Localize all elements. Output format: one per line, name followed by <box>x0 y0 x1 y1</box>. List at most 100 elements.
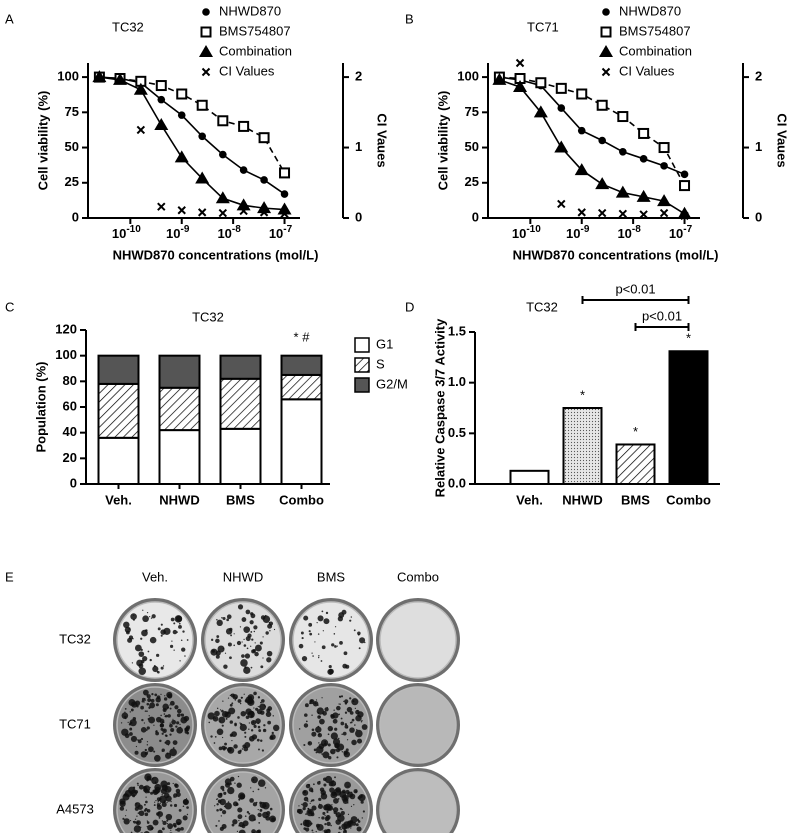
colony <box>136 782 139 785</box>
colony <box>172 782 174 785</box>
tick-base: 10 <box>566 226 580 241</box>
colony <box>321 697 323 699</box>
colony <box>183 715 190 722</box>
colony <box>238 825 240 827</box>
colony <box>216 803 219 806</box>
data-point <box>260 176 268 184</box>
colony <box>317 633 320 635</box>
colony <box>338 703 340 705</box>
data-point <box>557 104 566 112</box>
colony <box>327 743 331 747</box>
colony <box>223 791 227 795</box>
colony <box>349 727 355 733</box>
colony <box>186 813 189 816</box>
colony <box>314 702 317 705</box>
colony <box>163 729 165 731</box>
colony <box>224 778 232 786</box>
data-point <box>639 210 648 219</box>
colony <box>308 622 313 627</box>
colony-dish <box>201 768 285 833</box>
data-point <box>217 115 229 127</box>
colony <box>152 819 159 826</box>
colony <box>258 729 262 732</box>
colony <box>125 815 127 817</box>
colony <box>231 702 234 705</box>
colony <box>124 711 126 713</box>
colony <box>243 638 245 641</box>
colony <box>347 813 350 815</box>
tick-exponent: -10 <box>126 224 141 235</box>
colony <box>210 638 214 642</box>
colony <box>175 828 178 831</box>
colony <box>161 750 163 752</box>
colony <box>150 791 154 795</box>
colony <box>154 693 158 697</box>
data-point <box>533 105 548 118</box>
colony <box>345 748 349 752</box>
significance-bracket <box>634 323 690 331</box>
colony <box>143 786 147 790</box>
colony <box>253 630 256 633</box>
colony <box>133 703 135 705</box>
colony <box>361 817 363 819</box>
colony <box>251 638 254 641</box>
colony <box>357 633 360 636</box>
colony <box>230 693 233 696</box>
colony <box>174 705 179 710</box>
colony <box>267 623 273 629</box>
colony <box>229 627 233 632</box>
bar-segment <box>158 429 201 486</box>
colony <box>176 827 181 832</box>
colony <box>238 829 246 833</box>
colony <box>351 739 357 746</box>
colony <box>139 739 141 741</box>
dish-well <box>379 771 457 833</box>
data-point <box>557 199 566 209</box>
row-label: TC71 <box>59 716 91 731</box>
colony <box>266 657 272 663</box>
colony <box>130 708 134 712</box>
colony <box>355 790 358 793</box>
column-label: NHWD <box>223 569 263 584</box>
data-point <box>576 88 588 100</box>
colony <box>318 715 321 718</box>
colony <box>351 698 359 706</box>
colony <box>219 826 224 831</box>
colony <box>137 804 143 810</box>
x-tick-label: NHWD <box>159 492 199 507</box>
colony <box>129 727 133 731</box>
colony <box>248 728 250 730</box>
colony <box>215 824 218 827</box>
annotation: * <box>686 331 691 346</box>
colony <box>174 783 179 788</box>
colony <box>260 665 264 669</box>
colony <box>343 828 346 831</box>
colony <box>330 732 338 740</box>
colony <box>146 611 149 614</box>
colony <box>234 782 236 784</box>
colony <box>149 616 151 618</box>
y-tick-label: 0.0 <box>448 475 466 490</box>
y-tick-label: 0 <box>72 209 79 224</box>
bar <box>562 407 603 485</box>
colony <box>227 746 235 754</box>
colony <box>342 731 347 736</box>
colony <box>157 802 159 804</box>
colony <box>173 649 175 651</box>
colony <box>318 817 320 819</box>
data-point <box>177 206 186 215</box>
colony <box>159 739 162 743</box>
bar-segment <box>158 386 201 432</box>
colony <box>238 819 240 822</box>
data-point <box>577 208 586 217</box>
colony <box>146 694 151 699</box>
colony <box>172 629 178 635</box>
colony <box>136 821 139 824</box>
legend-swatch <box>354 377 370 393</box>
colony <box>143 803 146 806</box>
colony <box>153 804 156 807</box>
colony <box>333 709 335 711</box>
y-axis-label: Cell viability (%) <box>435 91 450 191</box>
colony <box>160 693 162 696</box>
colony <box>334 727 338 731</box>
